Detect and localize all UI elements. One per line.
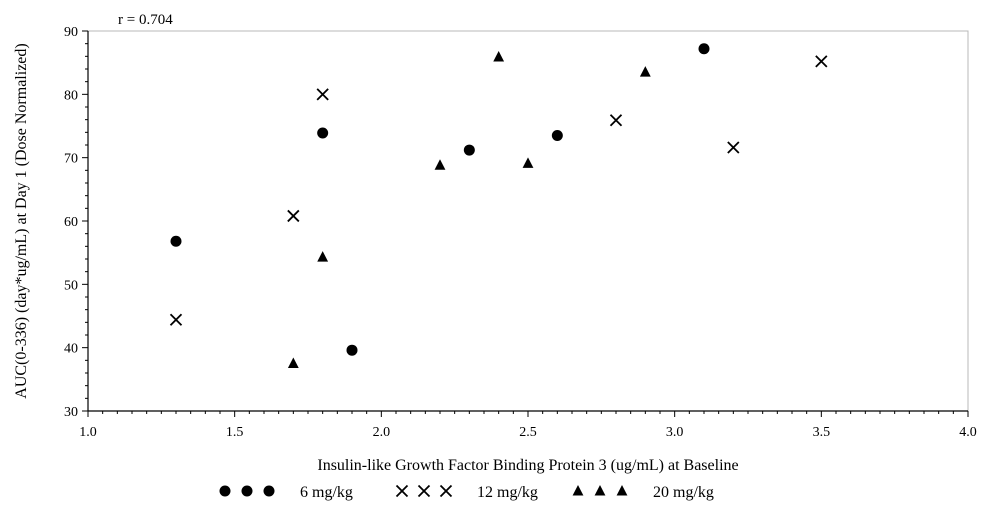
y-tick-label: 60 (64, 215, 78, 230)
data-point-series-1 (551, 130, 563, 141)
data-point-series-3 (639, 66, 651, 77)
legend-label: 12 mg/kg (477, 484, 538, 501)
data-point-series-1 (698, 43, 710, 55)
data-point-series-2 (287, 209, 300, 223)
legend-marker-1 (263, 485, 275, 497)
legend-marker-2 (395, 484, 409, 498)
legend-marker-3 (616, 485, 628, 496)
legend-marker-1 (219, 485, 231, 497)
data-point-series-2 (815, 55, 828, 68)
correlation-annotation: r = 0.704 (118, 12, 173, 28)
data-point-series-1 (463, 144, 475, 156)
y-tick-label: 40 (64, 342, 78, 357)
data-point-series-2 (727, 141, 740, 154)
legend-marker-2 (417, 484, 431, 498)
y-tick-label: 30 (64, 405, 78, 420)
y-tick-label: 80 (64, 88, 78, 103)
data-point-series-3 (317, 251, 329, 262)
legend-marker-2 (439, 484, 453, 498)
data-points (169, 43, 828, 368)
data-point-series-3 (522, 157, 534, 168)
legend-label: 6 mg/kg (300, 484, 353, 501)
x-tick-label: 1.5 (226, 425, 244, 440)
legend-marker-3 (572, 485, 584, 496)
legend-marker-3 (594, 485, 606, 496)
y-tick-label: 70 (64, 152, 78, 167)
x-tick-label: 1.0 (79, 425, 97, 440)
x-tick-label: 2.5 (519, 425, 537, 440)
x-tick-label: 3.5 (813, 425, 831, 440)
x-tick-label: 3.0 (666, 425, 684, 440)
data-point-series-2 (316, 88, 329, 101)
y-axis-title: AUC(0-336) (day*ug/mL) at Day 1 (Dose No… (13, 43, 30, 398)
y-axis-ticks: 30 40 50 60 70 80 90 (64, 25, 88, 420)
data-point-series-1 (170, 235, 182, 247)
data-point-series-3 (287, 357, 299, 368)
y-tick-label: 90 (64, 25, 78, 40)
plot-frame (87, 30, 969, 412)
x-axis-ticks: 1.0 1.5 2.0 2.5 3.0 3.5 4.0 (79, 411, 977, 440)
data-point-series-2 (169, 313, 183, 326)
data-point-series-1 (346, 344, 358, 356)
y-tick-label: 50 (64, 278, 78, 293)
data-point-series-3 (434, 159, 446, 170)
legend-label: 20 mg/kg (653, 484, 714, 501)
legend-marker-1 (241, 485, 253, 497)
x-tick-label: 4.0 (959, 425, 977, 440)
x-axis-title: Insulin-like Growth Factor Binding Prote… (317, 457, 738, 474)
legend: 6 mg/kg 12 mg/kg 20 mg/kg (219, 484, 714, 501)
x-tick-label: 2.0 (373, 425, 391, 440)
data-point-series-3 (493, 50, 505, 62)
data-point-series-2 (609, 114, 623, 127)
data-point-series-1 (317, 127, 329, 139)
